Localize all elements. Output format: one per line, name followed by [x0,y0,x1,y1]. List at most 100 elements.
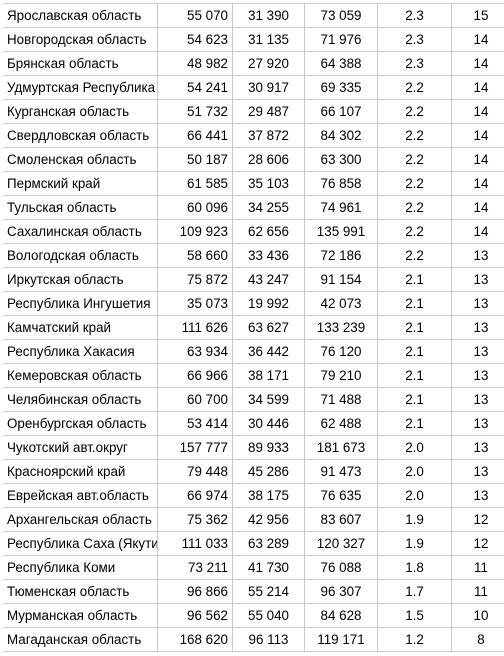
value-cell-3[interactable]: 42 073 [304,291,378,316]
value-cell-1[interactable]: 48 982 [157,51,233,76]
region-cell[interactable]: Чукотский авт.округ [3,435,158,460]
value-cell-1[interactable]: 63 934 [157,339,233,364]
rank-cell[interactable]: 14 [451,195,504,220]
ratio-cell[interactable]: 2.3 [377,27,452,52]
region-cell[interactable]: Тюменская область [3,579,158,604]
region-cell[interactable]: Курганская область [3,99,158,124]
value-cell-1[interactable]: 75 362 [157,507,233,532]
value-cell-3[interactable]: 120 327 [304,531,378,556]
region-cell[interactable]: Тульская область [3,195,158,220]
value-cell-2[interactable]: 29 487 [232,99,305,124]
value-cell-3[interactable]: 76 635 [304,483,378,508]
value-cell-2[interactable]: 55 214 [232,579,305,604]
region-cell[interactable]: Ярославская область [3,3,158,28]
value-cell-1[interactable]: 54 623 [157,27,233,52]
value-cell-1[interactable]: 53 414 [157,411,233,436]
value-cell-1[interactable]: 157 777 [157,435,233,460]
value-cell-2[interactable]: 55 040 [232,603,305,628]
region-cell[interactable]: Свердловская область [3,123,158,148]
value-cell-2[interactable]: 38 171 [232,363,305,388]
value-cell-1[interactable]: 51 732 [157,99,233,124]
value-cell-3[interactable]: 83 607 [304,507,378,532]
value-cell-1[interactable]: 109 923 [157,219,233,244]
value-cell-3[interactable]: 64 388 [304,51,378,76]
value-cell-3[interactable]: 71 976 [304,27,378,52]
rank-cell[interactable]: 13 [451,459,504,484]
ratio-cell[interactable]: 2.2 [377,99,452,124]
value-cell-2[interactable]: 42 956 [232,507,305,532]
value-cell-2[interactable]: 35 103 [232,171,305,196]
value-cell-2[interactable]: 43 247 [232,267,305,292]
rank-cell[interactable]: 14 [451,99,504,124]
region-cell[interactable]: Удмуртская Республика [3,75,158,100]
value-cell-2[interactable]: 89 933 [232,435,305,460]
value-cell-1[interactable]: 73 211 [157,555,233,580]
value-cell-1[interactable]: 60 096 [157,195,233,220]
ratio-cell[interactable]: 2.1 [377,291,452,316]
value-cell-2[interactable]: 63 627 [232,315,305,340]
rank-cell[interactable]: 14 [451,51,504,76]
value-cell-1[interactable]: 61 585 [157,171,233,196]
region-cell[interactable]: Архангельская область [3,507,158,532]
value-cell-1[interactable]: 55 070 [157,3,233,28]
rank-cell[interactable]: 13 [451,483,504,508]
ratio-cell[interactable]: 2.2 [377,219,452,244]
rank-cell[interactable]: 13 [451,315,504,340]
value-cell-1[interactable]: 111 033 [157,531,233,556]
value-cell-3[interactable]: 76 088 [304,555,378,580]
ratio-cell[interactable]: 2.1 [377,387,452,412]
region-cell[interactable]: Республика Саха (Якутия) [3,531,158,556]
rank-cell[interactable]: 13 [451,363,504,388]
value-cell-1[interactable]: 66 966 [157,363,233,388]
value-cell-2[interactable]: 34 255 [232,195,305,220]
region-cell[interactable]: Мурманская область [3,603,158,628]
rank-cell[interactable]: 14 [451,123,504,148]
region-cell[interactable]: Смоленская область [3,147,158,172]
ratio-cell[interactable]: 1.9 [377,507,452,532]
rank-cell[interactable]: 13 [451,339,504,364]
ratio-cell[interactable]: 2.1 [377,411,452,436]
ratio-cell[interactable]: 2.2 [377,75,452,100]
ratio-cell[interactable]: 2.1 [377,339,452,364]
rank-cell[interactable]: 14 [451,27,504,52]
rank-cell[interactable]: 12 [451,507,504,532]
rank-cell[interactable]: 8 [451,627,504,652]
region-cell[interactable]: Пермский край [3,171,158,196]
value-cell-1[interactable]: 66 441 [157,123,233,148]
region-cell[interactable]: Еврейская авт.область [3,483,158,508]
value-cell-3[interactable]: 79 210 [304,363,378,388]
value-cell-3[interactable]: 71 488 [304,387,378,412]
ratio-cell[interactable]: 2.2 [377,123,452,148]
value-cell-1[interactable]: 58 660 [157,243,233,268]
rank-cell[interactable]: 15 [451,3,504,28]
value-cell-2[interactable]: 37 872 [232,123,305,148]
region-cell[interactable]: Магаданская область [3,627,158,652]
ratio-cell[interactable]: 2.0 [377,459,452,484]
rank-cell[interactable]: 12 [451,531,504,556]
rank-cell[interactable]: 11 [451,555,504,580]
rank-cell[interactable]: 11 [451,579,504,604]
value-cell-1[interactable]: 54 241 [157,75,233,100]
value-cell-3[interactable]: 74 961 [304,195,378,220]
ratio-cell[interactable]: 2.3 [377,3,452,28]
rank-cell[interactable]: 14 [451,219,504,244]
ratio-cell[interactable]: 2.0 [377,435,452,460]
value-cell-1[interactable]: 35 073 [157,291,233,316]
region-cell[interactable]: Новгородская область [3,27,158,52]
value-cell-3[interactable]: 63 300 [304,147,378,172]
region-cell[interactable]: Республика Хакасия [3,339,158,364]
value-cell-1[interactable]: 75 872 [157,267,233,292]
value-cell-2[interactable]: 62 656 [232,219,305,244]
value-cell-3[interactable]: 72 186 [304,243,378,268]
value-cell-3[interactable]: 133 239 [304,315,378,340]
ratio-cell[interactable]: 2.2 [377,171,452,196]
value-cell-1[interactable]: 96 562 [157,603,233,628]
rank-cell[interactable]: 13 [451,387,504,412]
rank-cell[interactable]: 13 [451,243,504,268]
ratio-cell[interactable]: 2.2 [377,195,452,220]
ratio-cell[interactable]: 1.9 [377,531,452,556]
value-cell-2[interactable]: 28 606 [232,147,305,172]
rank-cell[interactable]: 13 [451,411,504,436]
ratio-cell[interactable]: 1.5 [377,603,452,628]
ratio-cell[interactable]: 2.2 [377,147,452,172]
